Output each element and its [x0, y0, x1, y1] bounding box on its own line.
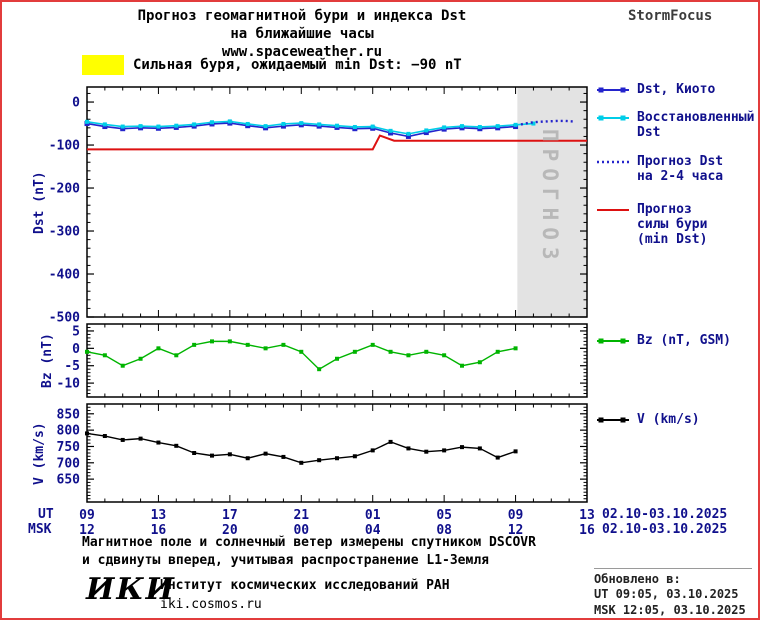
svg-text:00: 00	[293, 523, 309, 538]
svg-text:-10: -10	[57, 377, 81, 392]
iki-logo: ИКИ	[86, 572, 176, 607]
institute-site-url: iki.cosmos.ru	[160, 597, 262, 612]
legend-label: (min Dst)	[637, 232, 708, 247]
legend-dotted-line-icon	[596, 156, 630, 184]
website-url: www.spaceweather.ru	[221, 44, 383, 60]
svg-text:-100: -100	[49, 139, 80, 154]
ut-date-range: 02.10-03.10.2025	[602, 507, 728, 522]
updated-ut: UT 09:05, 03.10.2025	[594, 587, 739, 601]
svg-text:17: 17	[222, 508, 238, 523]
svg-text:09: 09	[508, 508, 524, 523]
updated-separator	[594, 568, 752, 569]
legend-label: Прогноз	[637, 202, 692, 217]
svg-text:13: 13	[579, 508, 595, 523]
svg-text:-300: -300	[49, 225, 80, 240]
legend-label: силы бури	[637, 217, 708, 232]
page-subtitle: на ближайшие часы	[230, 26, 374, 42]
svg-text:20: 20	[222, 523, 238, 538]
svg-text:700: 700	[57, 456, 81, 471]
svg-text:09: 09	[79, 508, 95, 523]
svg-text:800: 800	[57, 424, 81, 439]
updated-msk: MSK 12:05, 03.10.2025	[594, 603, 746, 617]
svg-text:16: 16	[579, 523, 595, 538]
legend-label: Dst	[637, 125, 661, 140]
svg-text:12: 12	[79, 523, 95, 538]
svg-text:-5: -5	[64, 359, 80, 374]
svg-text:750: 750	[57, 440, 81, 455]
forecast-region-label: ПРОГНОЗ	[538, 129, 562, 267]
svg-text:01: 01	[365, 508, 381, 523]
legend-label: Прогноз Dst	[637, 154, 724, 169]
legend-line-marker-icon	[596, 414, 630, 430]
svg-text:16: 16	[151, 523, 167, 538]
v-axis-label: V (km/s)	[32, 422, 47, 485]
legend-label: Восстановленный	[637, 110, 755, 125]
legend-label: Dst, Киото	[637, 82, 716, 97]
brand-label: StormFocus	[628, 8, 713, 24]
page-title: Прогноз геомагнитной бури и индекса Dst	[137, 8, 467, 24]
legend-storm-forecast: Прогноз силы бури (min Dst)	[596, 202, 707, 247]
svg-text:5: 5	[72, 324, 80, 339]
svg-text:05: 05	[436, 508, 452, 523]
svg-text:04: 04	[365, 523, 381, 538]
svg-text:21: 21	[293, 508, 309, 523]
svg-text:850: 850	[57, 407, 81, 422]
legend-label: Bz (nT, GSM)	[637, 333, 731, 348]
data-source-note-line2: и сдвинуты вперед, учитывая распростране…	[82, 553, 489, 568]
svg-text:-400: -400	[49, 268, 80, 283]
legend-dst-forecast: Прогноз Dst на 2-4 часа	[596, 154, 723, 184]
legend-line-marker-icon	[596, 112, 630, 140]
page-header: Прогноз геомагнитной бури и индекса Dst …	[2, 7, 602, 61]
svg-text:0: 0	[72, 342, 80, 357]
msk-date-range: 02.10-03.10.2025	[602, 522, 728, 537]
svg-text:650: 650	[57, 473, 81, 488]
legend-dst-kyoto: Dst, Киото	[596, 82, 715, 100]
svg-text:12: 12	[508, 523, 524, 538]
legend-line-marker-icon	[596, 335, 630, 351]
svg-text:13: 13	[151, 508, 167, 523]
institute-name: Институт космических исследований РАН	[160, 578, 450, 593]
bz-axis-label: Bz (nT)	[40, 333, 55, 388]
svg-text:08: 08	[436, 523, 452, 538]
ut-row-label: UT	[38, 507, 54, 522]
legend-bz: Bz (nT, GSM)	[596, 333, 731, 351]
svg-text:-500: -500	[49, 311, 80, 326]
msk-row-label: MSK	[28, 522, 52, 537]
legend-label: на 2-4 часа	[637, 169, 724, 184]
dst-axis-label: Dst (nT)	[32, 171, 47, 234]
legend-dst-restored: Восстановленный Dst	[596, 110, 754, 140]
storm-alert-text: Сильная буря, ожидаемый min Dst: −90 nT	[133, 57, 462, 73]
storm-alert: Сильная буря, ожидаемый min Dst: −90 nT	[82, 55, 462, 75]
storm-level-swatch	[82, 55, 124, 75]
legend-line-marker-icon	[596, 84, 630, 100]
svg-text:-200: -200	[49, 182, 80, 197]
svg-text:0: 0	[72, 96, 80, 111]
legend-v: V (km/s)	[596, 412, 700, 430]
updated-label: Обновлено в:	[594, 572, 681, 586]
data-source-note-line1: Магнитное поле и солнечный ветер измерен…	[82, 535, 536, 550]
legend-label: V (km/s)	[637, 412, 700, 427]
legend-line-icon	[596, 204, 630, 247]
